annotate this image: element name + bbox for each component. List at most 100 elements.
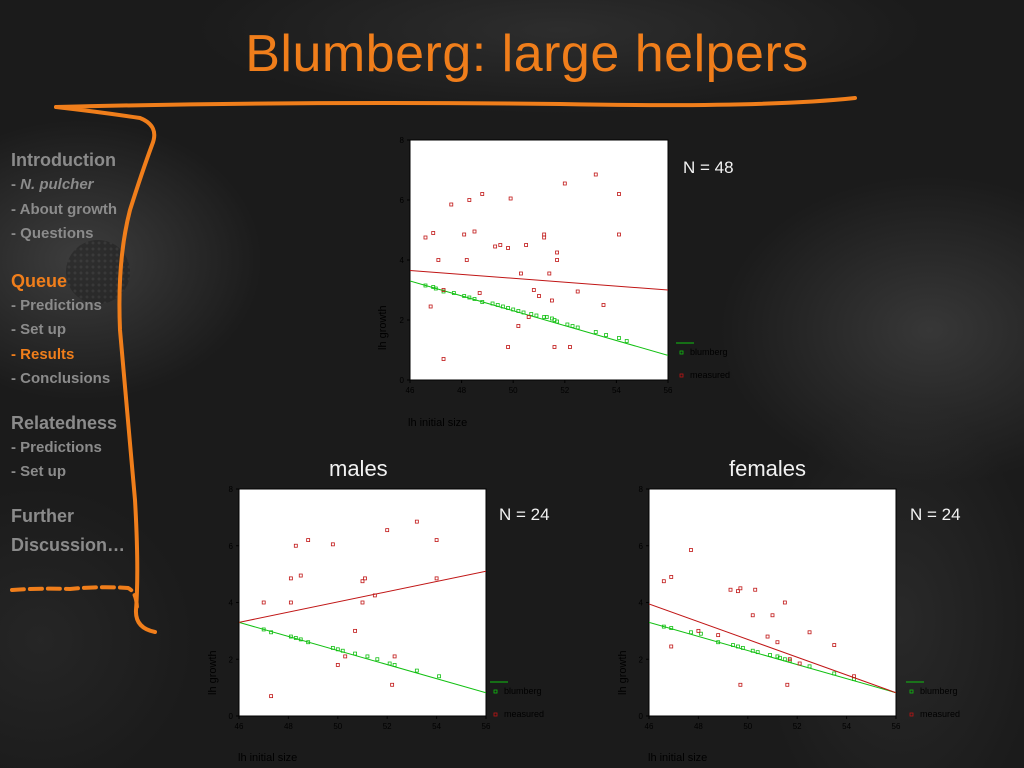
x-tick-label: 54	[842, 722, 851, 731]
measured-point	[669, 575, 674, 579]
n-label-all: N = 48	[683, 158, 734, 177]
blumberg-point	[544, 315, 549, 319]
blumberg-point	[365, 654, 370, 659]
measured-point	[288, 600, 293, 605]
nav-introduction[interactable]: Introduction	[11, 150, 116, 170]
measured-point	[392, 654, 397, 659]
measured-point	[434, 538, 439, 542]
measured-point	[785, 682, 790, 687]
nav-item-queue-set-up[interactable]: - Set up	[11, 321, 66, 338]
blumberg-fit-line	[410, 280, 668, 356]
y-tick-label: 0	[229, 712, 234, 721]
y-tick-label: 8	[639, 485, 644, 494]
blumberg-point	[570, 324, 575, 328]
blumberg-point	[293, 636, 298, 640]
nav-item-n-pulcher[interactable]: - N. pulcher	[11, 176, 94, 193]
y-axis-label: lh growth	[617, 650, 629, 695]
blumberg-point	[807, 664, 812, 669]
blumberg-point	[306, 640, 311, 645]
nav-item-relatedness-set-up[interactable]: - Set up	[11, 463, 66, 480]
blumberg-point	[511, 307, 516, 312]
measured-point	[423, 235, 428, 240]
blumberg-point	[768, 653, 772, 657]
measured-point	[436, 258, 441, 262]
measured-point	[738, 586, 743, 591]
females-label: females	[729, 456, 807, 481]
measured-point	[750, 613, 755, 618]
blumberg-point	[698, 631, 703, 636]
nav-item-queue-conclusions[interactable]: - Conclusions	[11, 370, 111, 387]
blumberg-point	[661, 624, 666, 629]
x-tick-label: 46	[406, 386, 415, 395]
nav-item-questions[interactable]: - Questions	[11, 225, 94, 242]
x-tick-label: 48	[457, 386, 466, 395]
legend-marker	[493, 689, 498, 694]
measured-point	[434, 576, 439, 581]
measured-point	[516, 324, 521, 328]
nav-item-about-growth[interactable]: - About growth	[11, 200, 118, 218]
blumberg-point	[575, 325, 580, 330]
measured-point	[716, 633, 721, 638]
measured-point	[428, 304, 433, 309]
nav-queue[interactable]: Queue	[11, 270, 68, 291]
x-tick-label: 52	[793, 722, 802, 731]
y-tick-label: 2	[229, 655, 234, 664]
x-tick-label: 52	[383, 722, 392, 731]
measured-point	[601, 303, 606, 307]
x-tick-label: 50	[509, 386, 518, 395]
measured-point	[414, 519, 419, 524]
measured-point	[360, 579, 365, 584]
y-tick-label: 8	[400, 136, 405, 145]
blumberg-point	[451, 291, 456, 295]
blumberg-point	[782, 657, 787, 662]
measured-point	[782, 600, 787, 605]
legend-marker	[909, 689, 914, 694]
y-tick-label: 6	[639, 542, 644, 551]
measured-point	[531, 288, 536, 292]
measured-point	[506, 246, 510, 250]
nav-item-relatedness-predictions[interactable]: - Predictions	[11, 438, 102, 456]
measured-point	[617, 192, 621, 196]
measured-point	[477, 291, 482, 295]
x-tick-label: 50	[333, 722, 342, 731]
measured-point	[441, 357, 446, 361]
measured-point	[765, 634, 770, 639]
nav-further[interactable]: Further	[11, 505, 74, 526]
measured-point	[696, 628, 701, 633]
legend-label-measured: measured	[690, 370, 730, 380]
x-tick-label: 54	[612, 386, 621, 395]
measured-point	[775, 640, 780, 645]
measured-fit-line	[239, 570, 486, 623]
blumberg-point	[437, 674, 441, 679]
section-nav: Introduction - N. pulcher - About growth…	[11, 147, 141, 558]
blumberg-point	[593, 330, 598, 334]
blumberg-point	[617, 336, 621, 340]
nav-item-queue-results[interactable]: - Results	[11, 345, 75, 363]
y-tick-label: 4	[229, 599, 234, 608]
legend-marker	[679, 373, 684, 378]
blumberg-point	[330, 645, 335, 650]
legend-label-blumberg: blumberg	[504, 686, 542, 696]
blumberg-point	[521, 310, 526, 315]
measured-point	[689, 548, 693, 552]
y-axis-label: lh growth	[377, 305, 389, 350]
measured-point	[390, 682, 395, 687]
nav-discussion[interactable]: Discussion…	[11, 534, 126, 555]
slide-title: Blumberg: large helpers	[245, 25, 809, 83]
nav-item-queue-predictions[interactable]: - Predictions	[11, 296, 102, 314]
blumberg-point	[387, 661, 392, 666]
measured-point	[343, 654, 348, 659]
measured-point	[449, 202, 454, 207]
measured-point	[547, 271, 552, 276]
measured-point	[562, 181, 567, 186]
measured-point	[555, 250, 559, 255]
nav-relatedness[interactable]: Relatedness	[11, 412, 118, 433]
measured-point	[797, 661, 802, 666]
blumberg-point	[261, 627, 266, 632]
x-axis-label: lh initial size	[648, 752, 707, 764]
x-tick-label: 50	[743, 722, 752, 731]
y-tick-label: 0	[639, 712, 644, 721]
blumberg-point	[500, 304, 505, 309]
